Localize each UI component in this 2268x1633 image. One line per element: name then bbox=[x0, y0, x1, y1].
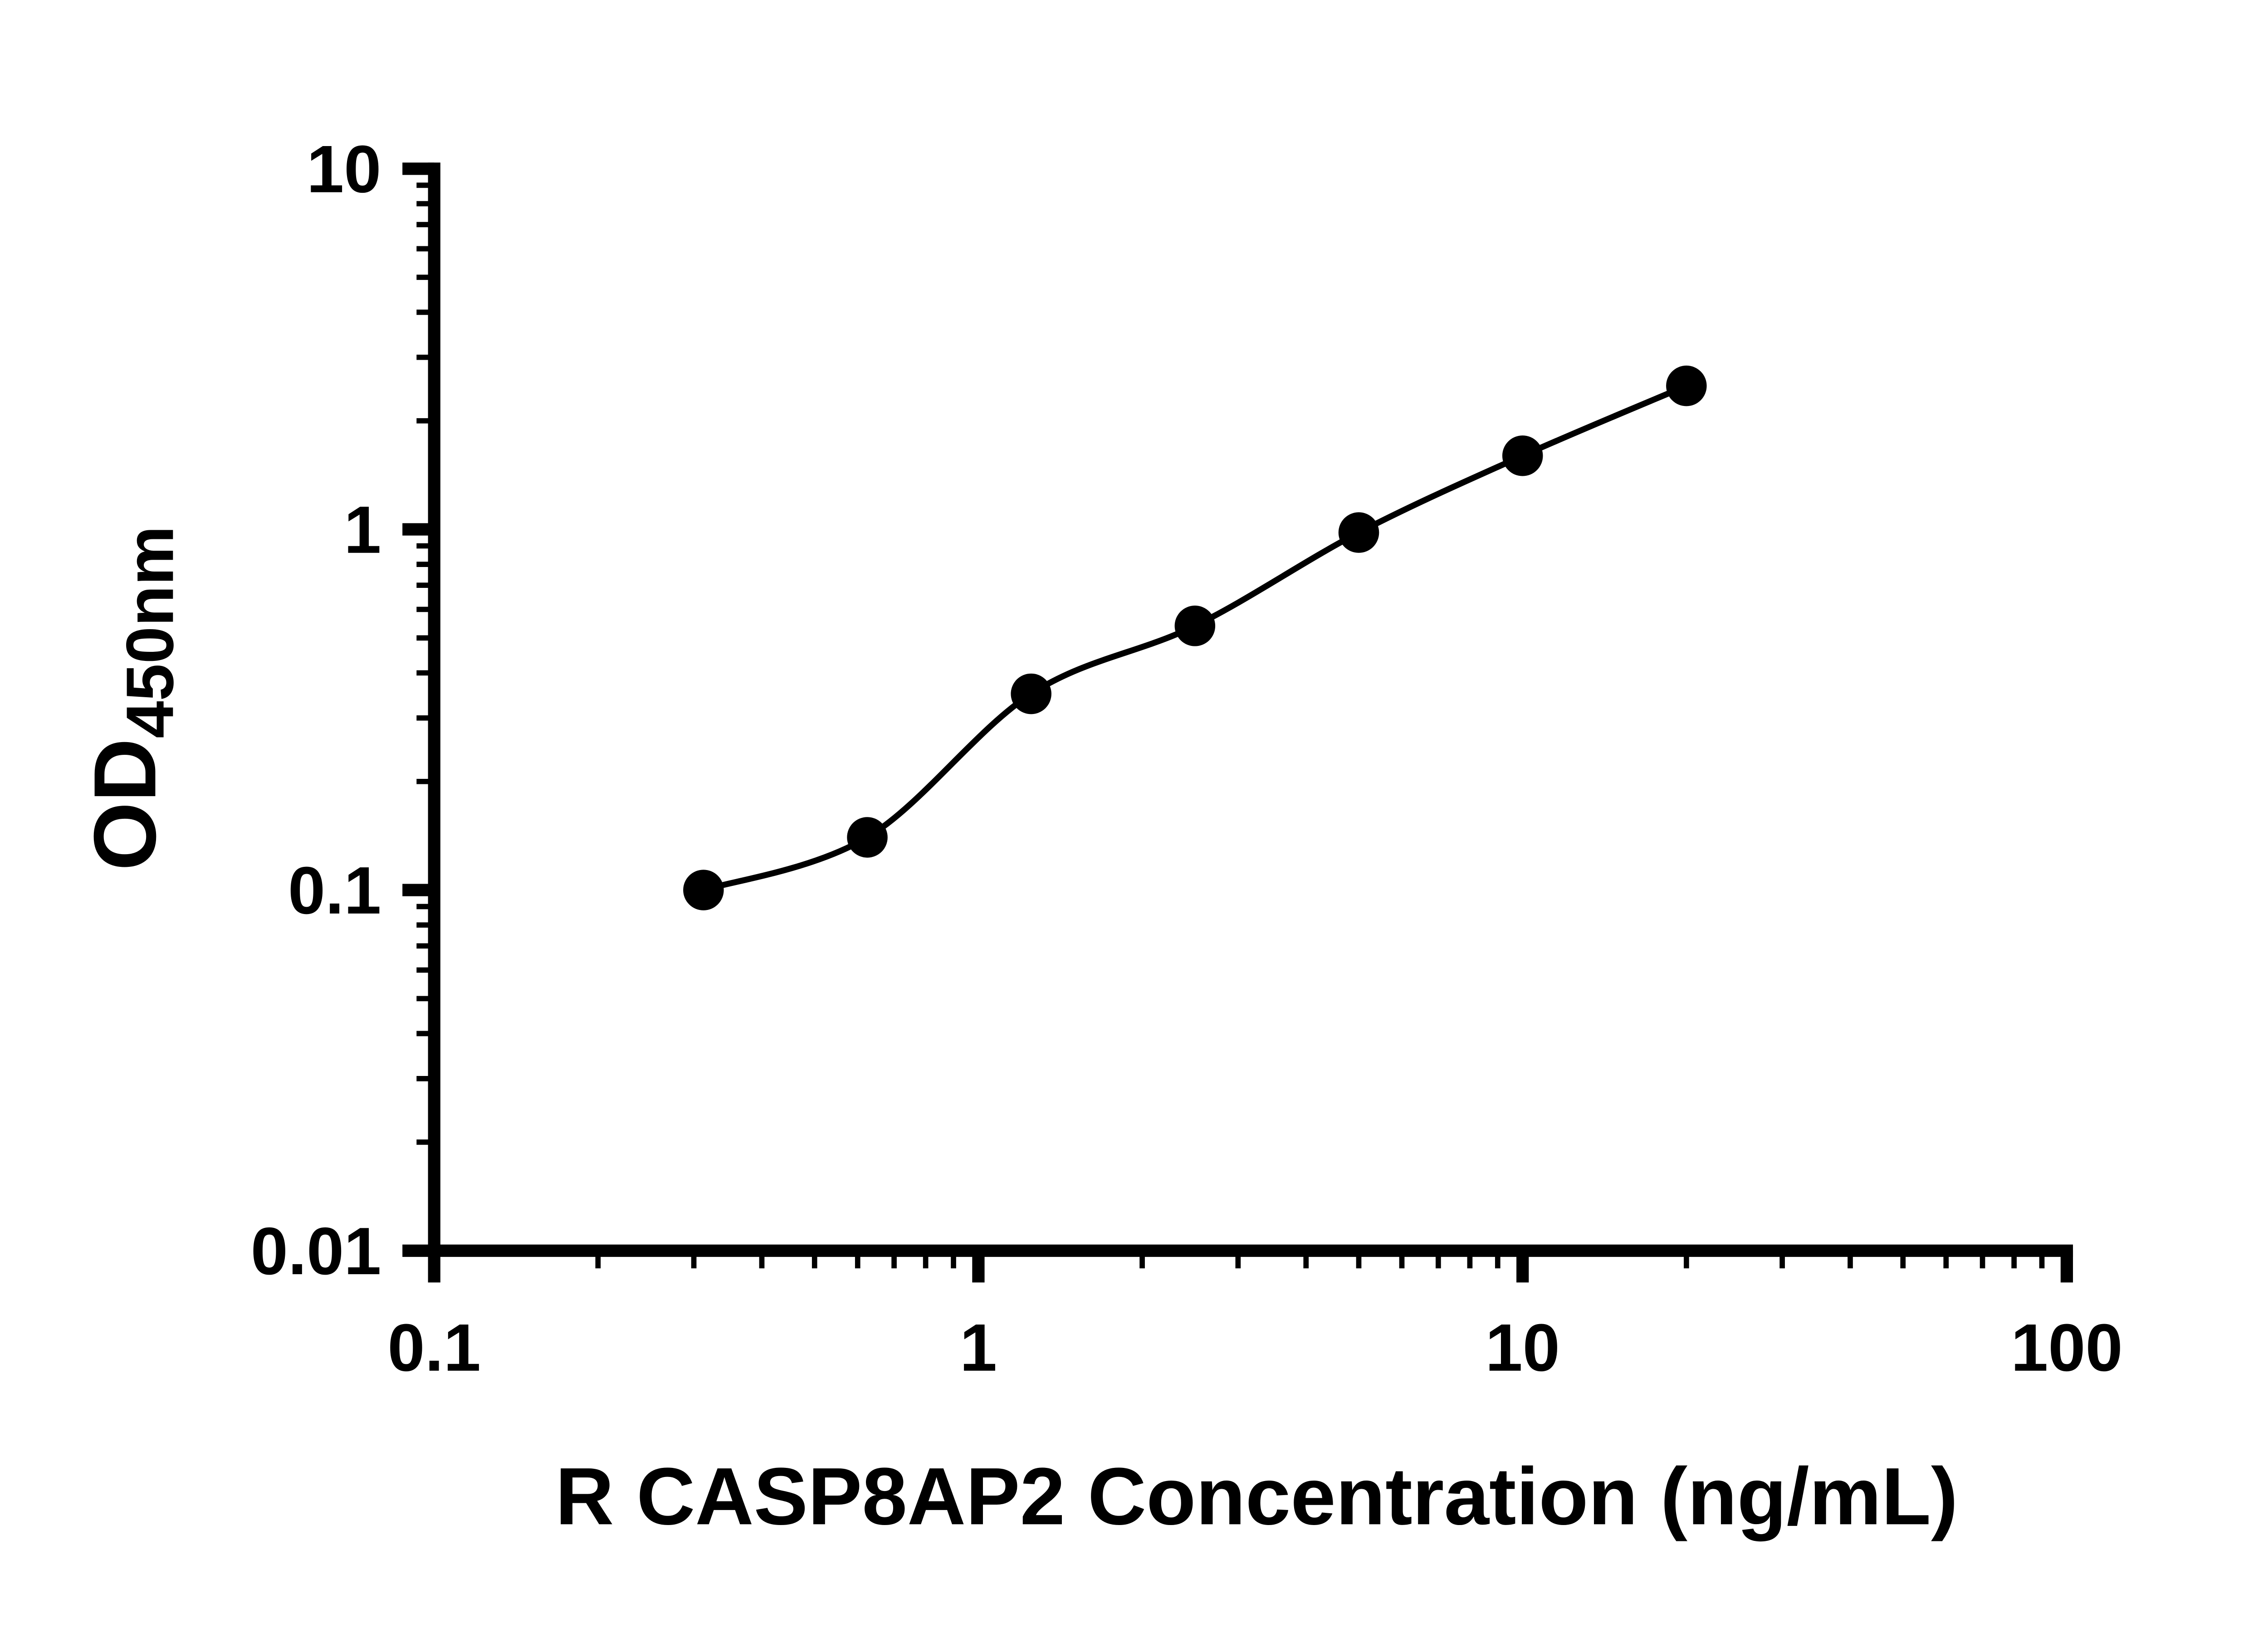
x-tick-label: 0.1 bbox=[387, 1310, 481, 1385]
y-axis-title-main: OD bbox=[76, 738, 174, 871]
x-tick-label: 100 bbox=[2011, 1310, 2123, 1385]
x-tick-label: 1 bbox=[960, 1310, 997, 1385]
data-point-marker bbox=[1174, 606, 1216, 646]
x-tick-label: 10 bbox=[1485, 1310, 1559, 1385]
data-point-marker bbox=[683, 870, 724, 910]
y-tick-label: 0.1 bbox=[288, 853, 381, 928]
y-tick-label: 1 bbox=[344, 493, 381, 567]
axes-spines bbox=[428, 162, 2073, 1257]
x-axis-title: R CASP8AP2 Concentration (ng/mL) bbox=[555, 1451, 1958, 1541]
data-point-marker bbox=[1666, 365, 1707, 406]
data-point-marker bbox=[1502, 435, 1543, 476]
y-axis-title-sub: 450nm bbox=[112, 526, 187, 738]
y-tick-label: 10 bbox=[307, 132, 381, 207]
y-tick-label: 0.01 bbox=[251, 1214, 381, 1289]
data-point-marker bbox=[847, 817, 888, 858]
data-point-marker bbox=[1011, 673, 1051, 714]
y-axis-title: OD450nm bbox=[76, 526, 187, 870]
data-point-marker bbox=[1338, 512, 1379, 553]
